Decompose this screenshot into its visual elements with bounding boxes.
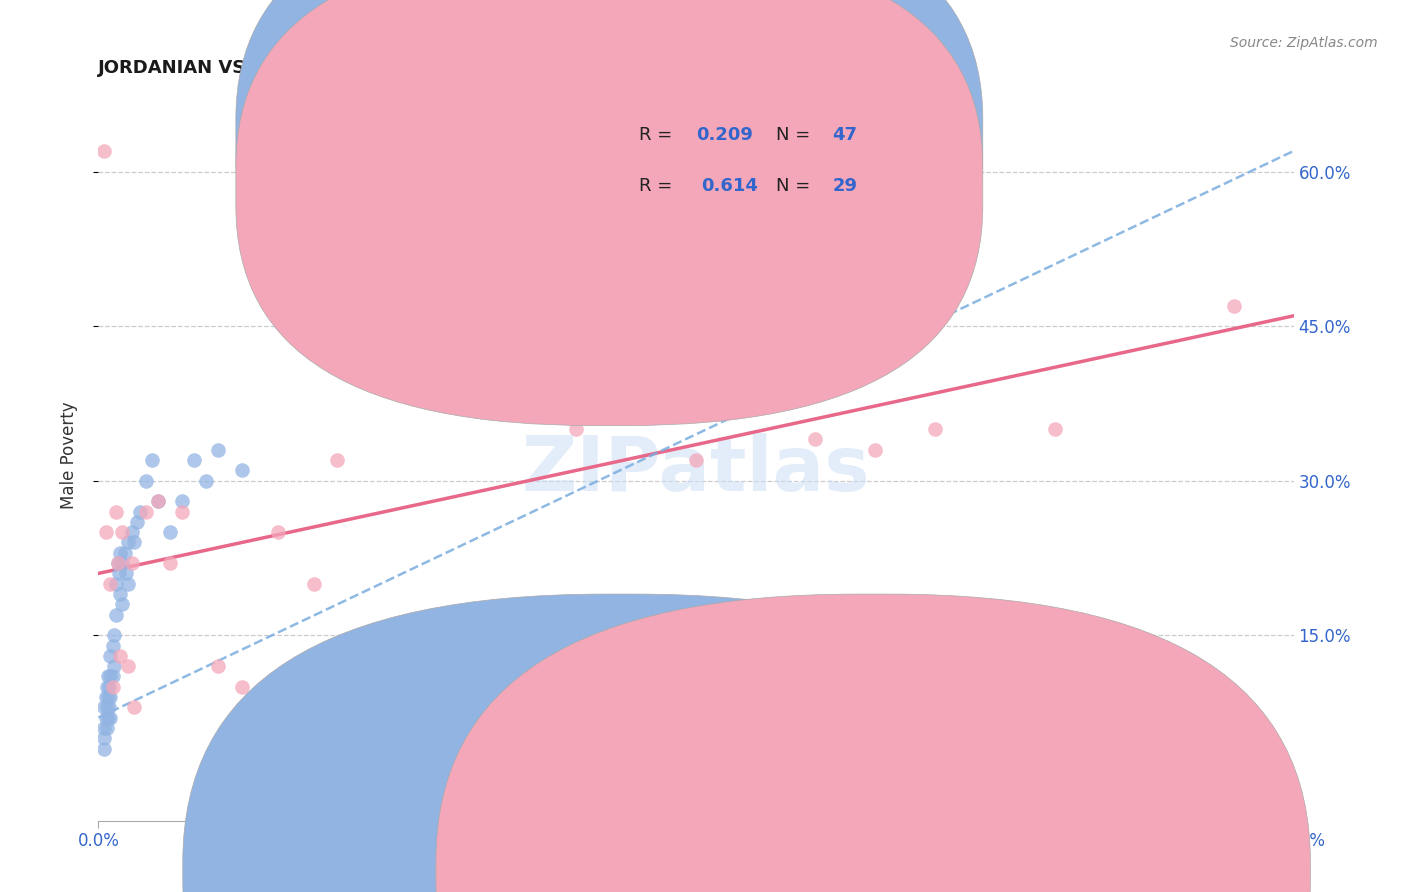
Point	[101, 639, 124, 653]
Point	[93, 731, 115, 746]
Point	[135, 474, 157, 488]
Point	[231, 463, 253, 477]
Point	[172, 505, 194, 519]
Point	[124, 700, 146, 714]
Text: N =: N =	[776, 177, 815, 195]
Text: N =: N =	[776, 126, 815, 144]
Point	[103, 628, 125, 642]
Point	[94, 525, 117, 540]
Point	[141, 453, 163, 467]
Point	[98, 669, 122, 683]
Text: ZIPatlas: ZIPatlas	[522, 433, 870, 507]
Point	[98, 700, 121, 714]
Text: 0.614: 0.614	[700, 177, 758, 195]
Point	[105, 576, 128, 591]
Point	[108, 648, 131, 663]
Text: Source: ZipAtlas.com: Source: ZipAtlas.com	[1230, 36, 1378, 50]
Point	[101, 669, 124, 683]
Point	[1223, 299, 1246, 313]
Point	[98, 576, 122, 591]
Point	[93, 700, 115, 714]
Point	[117, 535, 139, 549]
Point	[105, 505, 128, 519]
Point	[117, 576, 139, 591]
Text: R =: R =	[638, 177, 678, 195]
Point	[94, 690, 117, 704]
Point	[107, 566, 129, 581]
Point	[101, 680, 124, 694]
Text: JORDANIAN VS UTE MALE POVERTY CORRELATION CHART: JORDANIAN VS UTE MALE POVERTY CORRELATIO…	[98, 59, 673, 77]
Point	[267, 525, 290, 540]
Point	[865, 442, 887, 457]
Point	[172, 494, 194, 508]
Point	[96, 680, 118, 694]
Point	[93, 721, 115, 735]
Point	[183, 453, 205, 467]
Text: 0.209: 0.209	[696, 126, 752, 144]
Point	[111, 556, 134, 570]
Point	[207, 659, 229, 673]
Point	[804, 433, 827, 447]
Point	[96, 721, 118, 735]
Point	[115, 566, 138, 581]
Point	[231, 680, 253, 694]
Point	[207, 442, 229, 457]
Point	[565, 422, 588, 436]
Point	[108, 546, 131, 560]
Point	[159, 525, 181, 540]
Point	[446, 639, 468, 653]
Point	[98, 711, 122, 725]
Point	[93, 144, 115, 158]
FancyBboxPatch shape	[576, 100, 917, 221]
Text: Ute: Ute	[900, 861, 929, 879]
Point	[302, 576, 325, 591]
Point	[105, 607, 128, 622]
Point	[129, 505, 152, 519]
Point	[98, 648, 122, 663]
Point	[108, 587, 131, 601]
Point	[159, 556, 181, 570]
Point	[97, 690, 120, 704]
Point	[326, 453, 349, 467]
Point	[103, 659, 125, 673]
FancyBboxPatch shape	[236, 0, 983, 378]
Text: 47: 47	[832, 126, 858, 144]
Point	[97, 711, 120, 725]
Point	[121, 556, 143, 570]
Point	[135, 505, 157, 519]
Y-axis label: Male Poverty: Male Poverty	[59, 401, 77, 508]
Point	[107, 556, 129, 570]
Point	[121, 525, 143, 540]
Point	[148, 494, 170, 508]
Point	[924, 422, 946, 436]
Point	[114, 546, 136, 560]
Point	[148, 494, 170, 508]
Point	[111, 597, 134, 611]
Point	[107, 556, 129, 570]
Point	[94, 711, 117, 725]
Text: 29: 29	[832, 177, 858, 195]
Point	[117, 659, 139, 673]
Point	[98, 690, 122, 704]
Point	[98, 680, 121, 694]
Point	[124, 535, 146, 549]
Point	[111, 525, 134, 540]
Point	[685, 453, 707, 467]
Point	[93, 741, 115, 756]
Point	[97, 669, 120, 683]
FancyBboxPatch shape	[236, 0, 983, 425]
Point	[96, 700, 118, 714]
Text: Jordanians: Jordanians	[675, 861, 762, 879]
Point	[195, 474, 218, 488]
Point	[1043, 422, 1066, 436]
Point	[125, 515, 148, 529]
Point	[745, 628, 768, 642]
Text: R =: R =	[638, 126, 678, 144]
